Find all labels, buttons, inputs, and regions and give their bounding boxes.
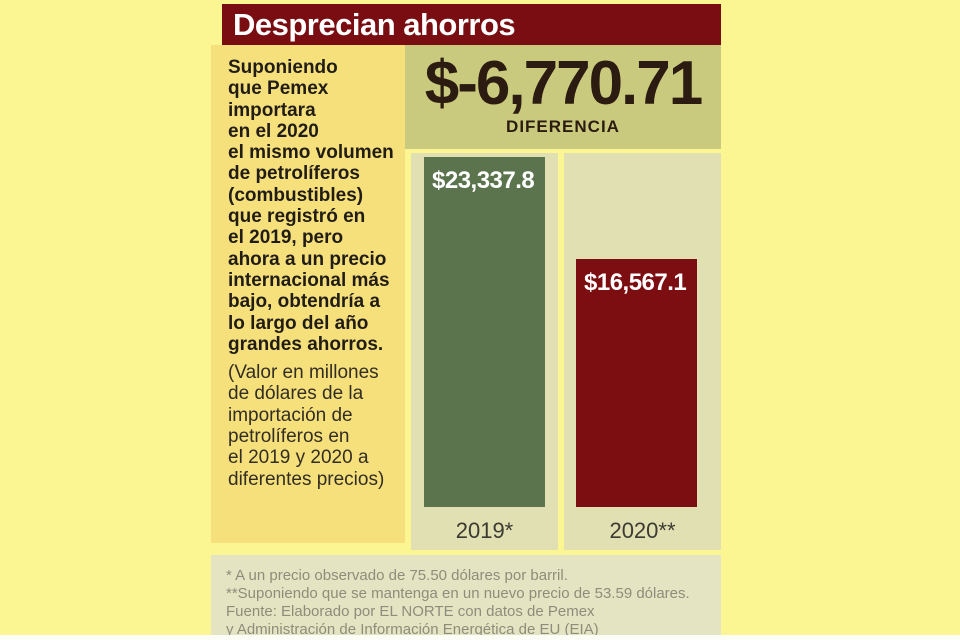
difference-panel: $-6,770.71 DIFERENCIA: [405, 45, 721, 149]
intro-text: Suponiendo que Pemex importara en el 202…: [228, 57, 394, 355]
bar-2019-value-label: $23,337.8: [432, 167, 535, 194]
sidebar-note: Suponiendo que Pemex importara en el 202…: [211, 45, 405, 543]
header-bar: Desprecian ahorros: [222, 4, 721, 45]
unit-note: (Valor en millones de dólares de la impo…: [228, 362, 385, 490]
bottom-strip: [0, 635, 960, 640]
footnote-line-3: Fuente: Elaborado por EL NORTE con datos…: [226, 603, 595, 620]
footnote-line-2: **Suponiendo que se mantenga en un nuevo…: [226, 585, 690, 602]
bar-2019: $23,337.8: [424, 157, 545, 507]
bar-2020: $16,567.1: [576, 259, 697, 507]
bar-2020-value-label: $16,567.1: [584, 269, 687, 296]
footnote-line-1: * A un precio observado de 75.50 dólares…: [226, 567, 568, 584]
axis-label-2020: 2020**: [609, 518, 676, 543]
axis-label-2019: 2019*: [455, 518, 514, 543]
page-title: Desprecian ahorros: [233, 7, 516, 42]
difference-value: $-6,770.71: [424, 49, 703, 118]
footnotes-panel: * A un precio observado de 75.50 dólares…: [211, 555, 721, 638]
difference-label: DIFERENCIA: [506, 117, 620, 136]
footnote-line-4: y Administración de Información Energéti…: [226, 621, 599, 638]
